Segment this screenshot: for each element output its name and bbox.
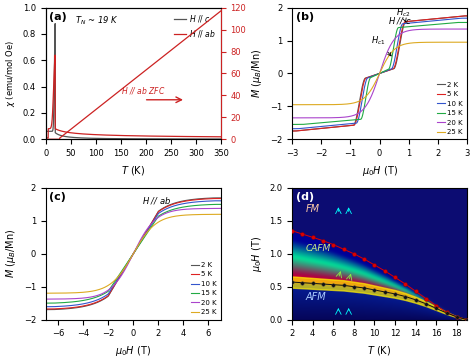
Text: AFM: AFM <box>306 292 327 302</box>
Y-axis label: $\chi$ (emu/mol Oe): $\chi$ (emu/mol Oe) <box>4 40 17 107</box>
X-axis label: $\mu_0H$ (T): $\mu_0H$ (T) <box>362 164 398 177</box>
Y-axis label: $\mu_0H$ (T): $\mu_0H$ (T) <box>250 236 264 272</box>
Text: CAFM: CAFM <box>306 244 331 253</box>
Legend: $H$ // $c$, $H$ // $ab$: $H$ // $c$, $H$ // $ab$ <box>173 12 217 40</box>
Legend: 2 K, 5 K, 10 K, 15 K, 20 K, 25 K: 2 K, 5 K, 10 K, 15 K, 20 K, 25 K <box>436 81 464 136</box>
Text: (c): (c) <box>49 192 66 202</box>
Text: $H_{c2}$: $H_{c2}$ <box>396 7 410 22</box>
Y-axis label: $M$ ($\mu_B$/Mn): $M$ ($\mu_B$/Mn) <box>250 49 264 98</box>
Text: $T_N$ ~ 19 K: $T_N$ ~ 19 K <box>75 14 119 27</box>
X-axis label: $\mu_0H$ (T): $\mu_0H$ (T) <box>115 344 151 358</box>
Y-axis label: $M$ ($\mu_B$/Mn): $M$ ($\mu_B$/Mn) <box>4 229 18 278</box>
Text: $H$ // $c$: $H$ // $c$ <box>388 15 412 26</box>
Text: (d): (d) <box>295 192 314 202</box>
Text: (b): (b) <box>295 12 314 22</box>
Text: $H$ // $ab$ ZFC: $H$ // $ab$ ZFC <box>121 85 165 96</box>
Text: FM: FM <box>306 204 320 214</box>
X-axis label: $T$ (K): $T$ (K) <box>121 164 146 177</box>
Text: (a): (a) <box>49 12 67 22</box>
X-axis label: $T$ (K): $T$ (K) <box>367 344 392 357</box>
Legend: 2 K, 5 K, 10 K, 15 K, 20 K, 25 K: 2 K, 5 K, 10 K, 15 K, 20 K, 25 K <box>190 261 218 316</box>
Text: $H$ // $ab$: $H$ // $ab$ <box>142 195 171 206</box>
Text: $H_{c1}$: $H_{c1}$ <box>371 35 391 56</box>
